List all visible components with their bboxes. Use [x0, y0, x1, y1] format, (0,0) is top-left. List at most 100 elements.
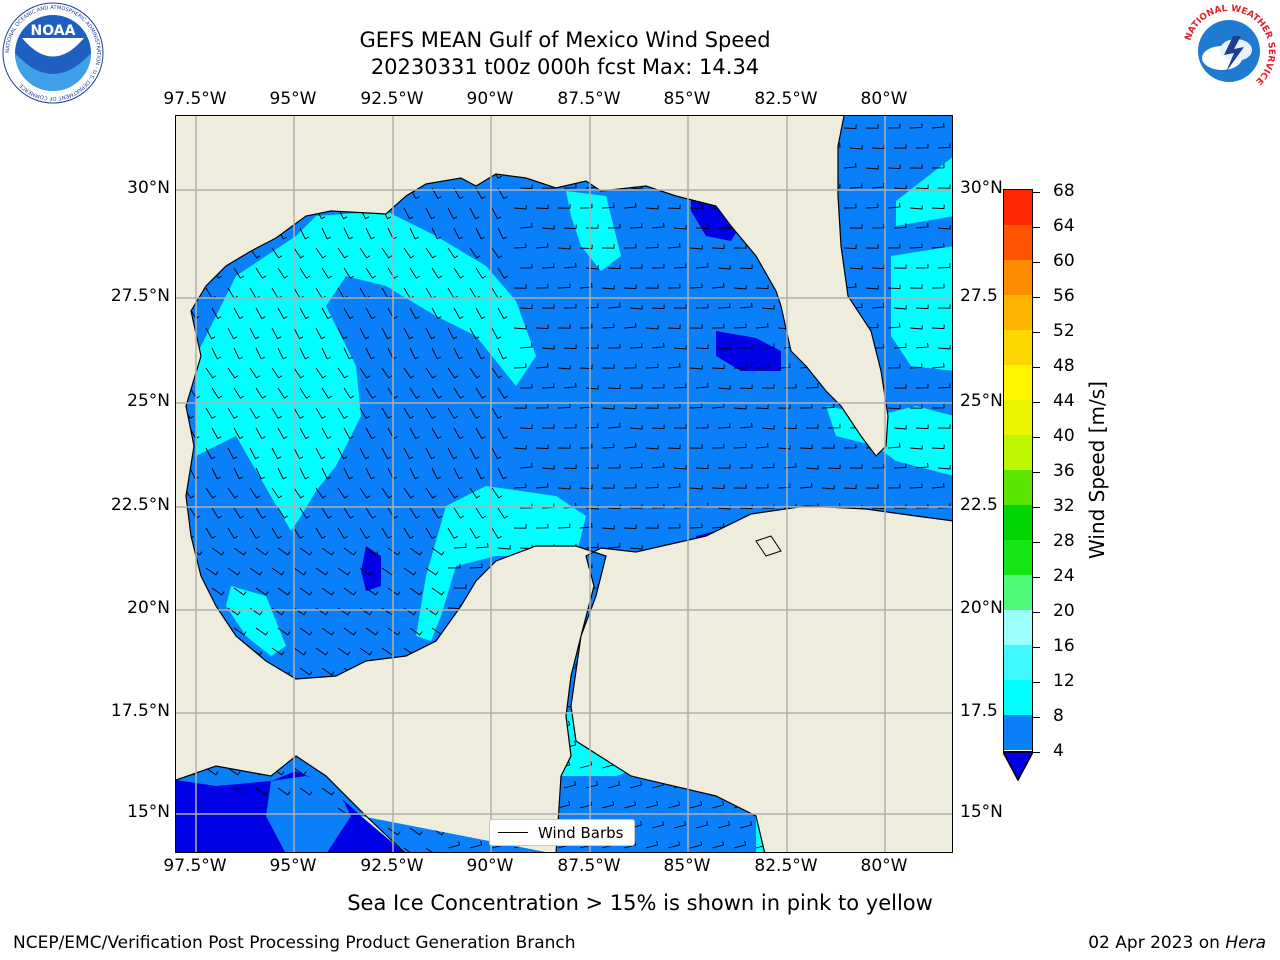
- wind-barb: [667, 204, 681, 210]
- wind-barb: [227, 327, 238, 340]
- wind-barb: [233, 627, 247, 636]
- wind-barb: [733, 323, 747, 329]
- wind-barb: [453, 584, 467, 589]
- wind-barb: [909, 284, 923, 289]
- wind-barb: [931, 283, 945, 289]
- wind-barb: [799, 403, 813, 409]
- wind-barb: [403, 447, 414, 460]
- wind-barb: [909, 243, 923, 249]
- wind-barb: [359, 487, 371, 499]
- wind-barb: [211, 427, 222, 440]
- wind-barb: [711, 402, 725, 409]
- wind-barb: [271, 447, 282, 460]
- wind-barb: [475, 307, 486, 320]
- wind-barb: [645, 800, 659, 809]
- wind-barb: [387, 427, 398, 440]
- wind-barb: [645, 483, 659, 489]
- wind-barb: [365, 467, 375, 480]
- wind-barb: [491, 327, 502, 340]
- wind-barb: [601, 525, 615, 530]
- wind-barb: [519, 304, 533, 310]
- wind-barb: [475, 427, 486, 440]
- wind-barb: [629, 264, 643, 269]
- wind-barb: [799, 482, 813, 489]
- wind-barb: [447, 487, 459, 499]
- wind-barb: [607, 264, 621, 270]
- wind-barb: [673, 225, 687, 230]
- wind-barb: [887, 123, 901, 129]
- wind-barb: [689, 444, 703, 449]
- wind-barb: [299, 667, 313, 676]
- lon-tick-bottom: 80°W: [860, 856, 908, 876]
- wind-barb: [777, 483, 791, 489]
- wind-barb: [535, 362, 549, 369]
- wind-barb: [365, 267, 377, 279]
- wind-barb: [469, 447, 480, 460]
- wind-barb: [425, 327, 436, 340]
- wind-barb: [337, 327, 348, 340]
- wind-barb: [409, 347, 419, 360]
- wind-barb: [651, 222, 665, 229]
- map-panel: [175, 115, 953, 853]
- wind-barb: [431, 307, 442, 320]
- wind-barb: [711, 484, 725, 490]
- wind-barb: [513, 205, 527, 210]
- wind-barb: [453, 347, 463, 360]
- wind-barb: [739, 302, 753, 309]
- colorbar-segment: [1004, 190, 1032, 225]
- wind-barb: [475, 347, 485, 360]
- wind-barb: [233, 267, 245, 279]
- lat-tick-left: 30°N: [127, 178, 170, 198]
- footer-host: Hera: [1225, 933, 1266, 953]
- wind-barb: [277, 387, 289, 399]
- wind-barb: [849, 464, 863, 469]
- wind-barb: [409, 387, 421, 399]
- wind-barb: [799, 444, 813, 450]
- wind-barb: [425, 487, 437, 499]
- wind-barb: [491, 407, 502, 419]
- wind-barb: [277, 587, 291, 596]
- wind-barb: [667, 403, 681, 409]
- wind-barb: [717, 303, 731, 309]
- wind-barb: [843, 244, 857, 250]
- wind-barb: [293, 647, 307, 656]
- colorbar-tick: [1033, 752, 1040, 753]
- wind-barb: [315, 247, 327, 259]
- wind-barb: [739, 820, 753, 829]
- wind-barb: [645, 840, 659, 849]
- wind-barb: [321, 507, 333, 519]
- wind-barb: [733, 285, 747, 290]
- wind-barb: [359, 527, 370, 539]
- wind-barb: [535, 482, 549, 489]
- wind-barb: [315, 367, 327, 379]
- wind-barb: [601, 443, 615, 449]
- wind-barb: [293, 567, 307, 576]
- wind-barb: [579, 760, 593, 769]
- colorbar-tick: [1033, 332, 1040, 333]
- wind-barb: [343, 307, 354, 320]
- wind-barb: [211, 387, 223, 399]
- colorbar-segment: [1004, 365, 1032, 400]
- wind-barb: [271, 487, 283, 499]
- wind-barb: [475, 542, 489, 549]
- wind-barb: [937, 263, 951, 269]
- wind-barb: [299, 307, 310, 320]
- wind-barb: [931, 403, 945, 409]
- wind-barb: [739, 264, 753, 270]
- wind-barb: [579, 484, 593, 490]
- wind-barb: [387, 627, 401, 636]
- wind-barb: [293, 367, 305, 379]
- wind-barb: [563, 464, 577, 470]
- wind-barb: [387, 507, 399, 519]
- wind-barb: [717, 464, 731, 469]
- wind-barb: [733, 244, 747, 249]
- wind-barb: [563, 224, 577, 230]
- wind-barb: [607, 504, 621, 510]
- wind-barb: [299, 347, 309, 360]
- wind-barb: [783, 383, 797, 389]
- wind-barb: [343, 347, 353, 360]
- wind-barb: [469, 247, 481, 259]
- wind-barb: [607, 542, 621, 549]
- wind-barb: [469, 327, 480, 340]
- wind-barb: [277, 267, 289, 279]
